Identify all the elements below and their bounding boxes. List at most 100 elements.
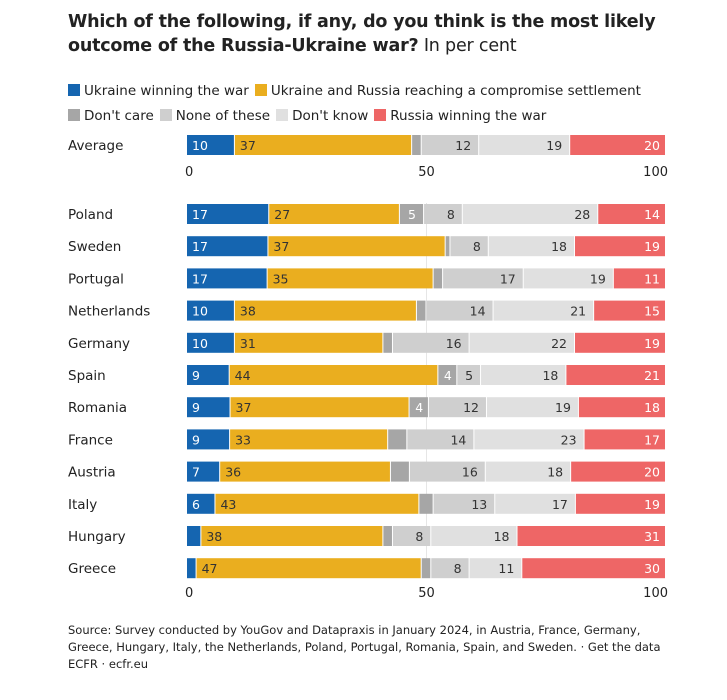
data-label: 27 — [274, 207, 290, 222]
legend-label: Don't care — [84, 108, 154, 124]
legend-label: Ukraine and Russia reaching a compromise… — [270, 83, 641, 99]
bar-netherlands-compromise — [234, 300, 416, 321]
data-label: 43 — [220, 497, 236, 512]
bar-spain-russia — [566, 365, 665, 385]
bar-portugal-dont-know — [523, 268, 613, 289]
data-label: 4 — [444, 368, 452, 383]
legend-swatch — [159, 109, 172, 121]
bar-italy-dont-care — [419, 493, 433, 514]
legend-label: None of these — [175, 108, 271, 124]
data-label: 37 — [273, 239, 289, 254]
bar-sweden-russia — [574, 236, 665, 257]
data-label: 14 — [644, 207, 660, 222]
data-label: 11 — [498, 561, 514, 576]
data-label: 14 — [450, 432, 466, 447]
chart-title-unit: In per cent — [423, 36, 517, 56]
credit-text: ECFR · ecfr.eu — [68, 657, 149, 671]
data-label: 19 — [555, 400, 571, 415]
bar-netherlands-none — [426, 300, 493, 321]
data-label: 22 — [551, 336, 567, 351]
row-label-greece: Greece — [68, 561, 116, 577]
legend-item-ukraine: Ukraine winning the war — [68, 79, 249, 104]
legend-item-none: None of these — [159, 104, 271, 129]
bar-greece-russia — [522, 558, 665, 579]
bar-italy-compromise — [215, 493, 419, 514]
data-label: 19 — [644, 336, 660, 351]
bar-sweden-dont-care — [445, 236, 450, 257]
data-label: 19 — [546, 138, 562, 153]
row-label-france: France — [68, 432, 113, 448]
data-label: 21 — [570, 304, 586, 319]
bar-average-compromise — [234, 135, 412, 155]
legend-label: Ukraine winning the war — [84, 83, 249, 99]
bar-greece-dont-care — [421, 558, 431, 579]
bar-italy-dont-know — [495, 493, 575, 514]
data-label: 38 — [240, 304, 256, 319]
data-label: 28 — [574, 207, 590, 222]
data-label: 12 — [455, 138, 471, 153]
legend-swatch — [68, 109, 80, 121]
bar-france-none — [407, 429, 474, 450]
bar-average-russia — [570, 135, 665, 155]
bar-romania-russia — [578, 397, 665, 418]
bar-france-dont-care — [388, 429, 407, 450]
legend-swatch — [276, 109, 289, 121]
bar-netherlands-dont-care — [416, 300, 426, 321]
bar-hungary-dont-know — [431, 526, 517, 546]
data-label: 17 — [500, 271, 516, 286]
bar-spain-dont-care — [438, 365, 457, 385]
row-label-austria: Austria — [68, 465, 116, 481]
data-label: 17 — [644, 432, 660, 447]
bar-hungary-ukraine — [187, 526, 201, 546]
data-label: 8 — [415, 529, 423, 544]
legend-swatch — [68, 84, 80, 96]
bar-portugal-dont-care — [433, 268, 443, 289]
bar-austria-russia — [571, 461, 665, 482]
x-tick-label-bottom: 100 — [643, 586, 668, 601]
data-label: 9 — [192, 432, 200, 447]
data-label: 8 — [447, 207, 455, 222]
bar-average-ukraine — [187, 135, 234, 155]
data-label: 33 — [235, 432, 251, 447]
data-label: 4 — [415, 400, 423, 415]
x-tick-label-top: 100 — [643, 165, 668, 180]
row-label-portugal: Portugal — [68, 271, 124, 287]
bar-hungary-none — [392, 526, 431, 546]
bar-portugal-russia — [613, 268, 665, 289]
bar-average-dont-know — [479, 135, 570, 155]
data-label: 12 — [463, 400, 479, 415]
data-label: 19 — [644, 497, 660, 512]
bar-germany-none — [392, 332, 469, 353]
data-label: 44 — [235, 368, 251, 383]
legend-item-russia: Russia winning the war — [374, 104, 546, 129]
data-label: 19 — [644, 239, 660, 254]
data-label: 18 — [547, 465, 563, 480]
bar-sweden-ukraine — [187, 236, 268, 257]
bar-italy-russia — [575, 493, 665, 514]
x-tick-label-top: 50 — [418, 165, 435, 180]
bar-poland-none — [424, 204, 462, 224]
bar-germany-dont-care — [383, 332, 392, 353]
data-label: 20 — [644, 138, 660, 153]
data-label: 31 — [240, 336, 256, 351]
data-label: 14 — [470, 304, 486, 319]
chart-title-question: Which of the following, if any, do you t… — [68, 12, 656, 56]
bar-netherlands-russia — [594, 300, 665, 321]
data-label: 10 — [192, 138, 208, 153]
x-tick-label-bottom: 50 — [418, 586, 435, 601]
bar-germany-compromise — [234, 332, 383, 353]
bar-romania-none — [428, 397, 486, 418]
bar-france-ukraine — [187, 429, 230, 450]
source-text: Source: Survey conducted by YouGov and D… — [68, 623, 661, 654]
data-label: 9 — [192, 368, 200, 383]
bar-romania-compromise — [230, 397, 409, 418]
bar-poland-ukraine — [187, 204, 269, 224]
bar-netherlands-ukraine — [187, 300, 234, 321]
legend-swatch — [374, 109, 387, 121]
row-label-average: Average — [68, 138, 123, 154]
bar-france-compromise — [230, 429, 388, 450]
x-tick-label-bottom: 0 — [185, 586, 193, 601]
data-label: 8 — [473, 239, 481, 254]
legend-label: Russia winning the war — [390, 108, 547, 124]
